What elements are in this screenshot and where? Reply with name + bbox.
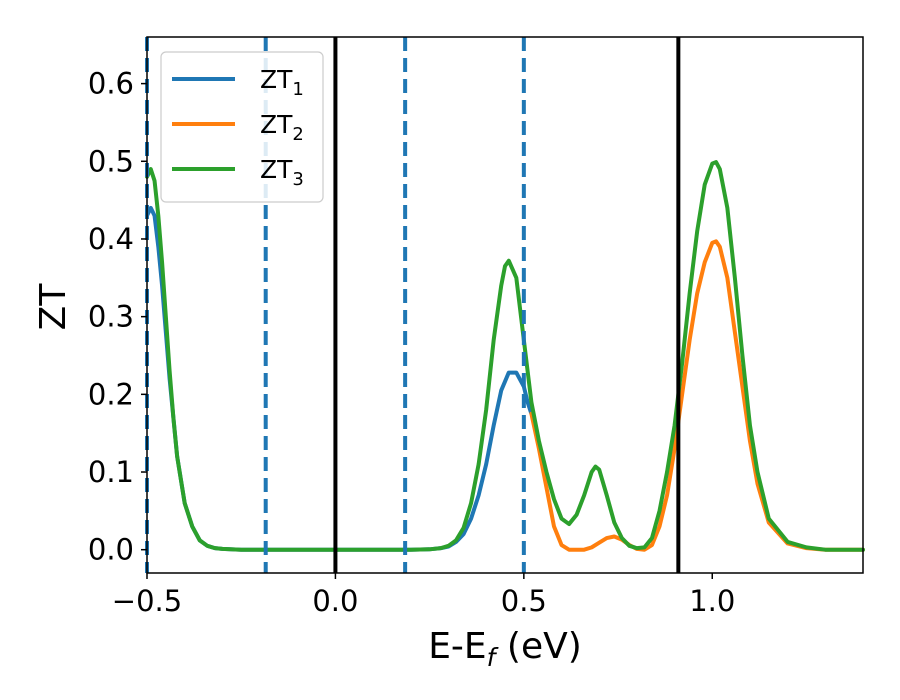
y-tick-label: 0.2 xyxy=(88,377,134,411)
x-axis-label: E-Ef (eV) xyxy=(428,626,582,672)
y-tick-label: 0.6 xyxy=(88,67,134,101)
y-tick-label: 0.4 xyxy=(88,222,134,256)
legend-label-zt3: ZT3 xyxy=(260,155,304,190)
x-axis-label-unit: (eV) xyxy=(495,626,581,667)
x-tick-label: 0.0 xyxy=(312,584,358,618)
y-tick-label: 0.0 xyxy=(88,533,134,567)
legend-label-zt1: ZT1 xyxy=(260,65,304,100)
y-tick-label: 0.5 xyxy=(88,144,134,178)
legend: ZT1 ZT2 ZT3 xyxy=(160,51,324,203)
y-axis-ticks: 0.0 0.1 0.2 0.3 0.4 0.5 0.6 xyxy=(88,67,147,567)
y-axis-label: ZT xyxy=(33,283,74,331)
x-tick-label: −0.5 xyxy=(112,584,182,618)
x-tick-label: 0.5 xyxy=(501,584,547,618)
legend-label-zt2: ZT2 xyxy=(260,110,304,145)
plot-area xyxy=(145,36,865,574)
legend-box xyxy=(160,51,324,203)
y-tick-label: 0.1 xyxy=(88,455,134,489)
series-line-zt3 xyxy=(145,160,865,552)
y-tick-label: 0.3 xyxy=(88,300,134,334)
x-tick-label: 1.0 xyxy=(689,584,735,618)
x-axis-label-main: E-E xyxy=(428,626,486,667)
axes-frame xyxy=(146,36,864,574)
series-line-zt2 xyxy=(529,239,865,552)
x-axis-ticks: −0.5 0.0 0.5 1.0 xyxy=(112,573,735,618)
